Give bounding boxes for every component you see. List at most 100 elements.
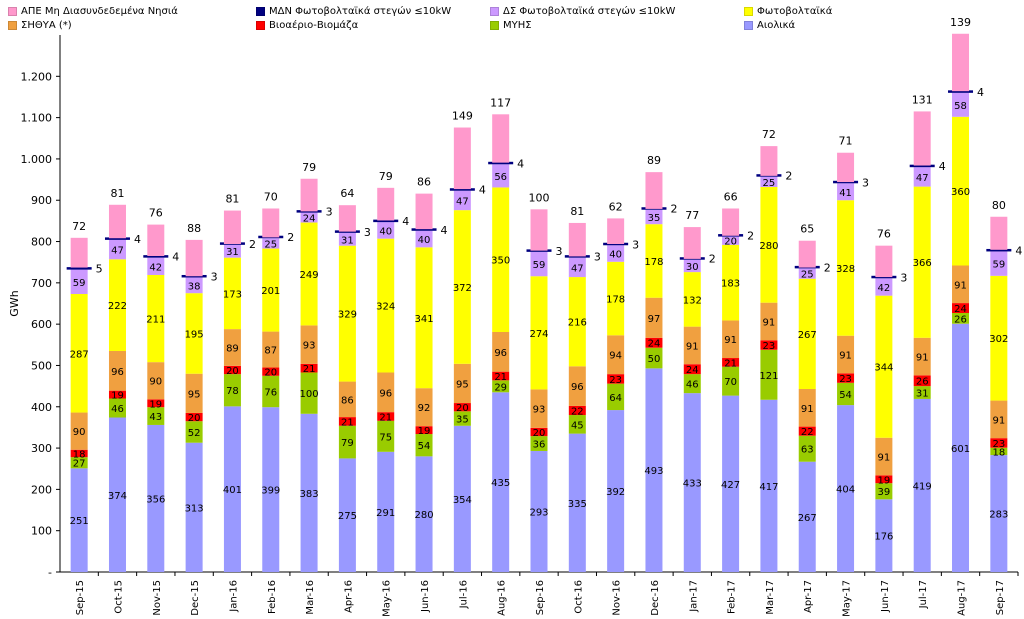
legend-item: ΜΥΗΣ (490, 20, 532, 31)
bar-segment (875, 245, 893, 278)
data-label-mdn: 3 (364, 226, 371, 239)
bar-segment (798, 435, 816, 462)
bar-segment (185, 373, 203, 413)
data-label-mdn: 3 (211, 270, 218, 283)
legend-label: Αιολικά (757, 20, 796, 31)
data-label: 90 (149, 377, 162, 388)
y-axis-label: GWh (8, 290, 21, 316)
data-label: 201 (261, 286, 280, 297)
data-label: 350 (491, 256, 510, 267)
data-label: 30 (686, 262, 699, 273)
bar-segment (990, 447, 1008, 456)
bar-segment (990, 455, 1008, 572)
bar-segment-mdn (411, 228, 437, 231)
bar-segment (990, 251, 1008, 276)
bar-segment (568, 433, 586, 572)
x-tick-label: Apr-16 (343, 580, 354, 613)
data-label-total: 65 (800, 223, 814, 236)
data-label-total: 139 (950, 16, 971, 29)
bar-segment (722, 320, 740, 359)
data-label: 249 (300, 270, 319, 281)
x-tick-label: Dec-16 (650, 580, 661, 616)
data-label: 40 (418, 235, 431, 246)
bar-segment (530, 389, 548, 428)
data-label-total: 76 (877, 228, 891, 241)
data-label: 46 (686, 380, 699, 391)
data-label: 427 (721, 480, 740, 491)
legend-swatch (8, 21, 17, 30)
data-label-mdn: 4 (1015, 244, 1022, 257)
bar-segment (875, 437, 893, 476)
bar-segment (607, 410, 625, 572)
data-label-total: 117 (490, 96, 511, 109)
data-label: 21 (724, 358, 737, 369)
data-label: 96 (111, 367, 124, 378)
data-label: 59 (992, 260, 1005, 271)
data-label: 21 (303, 364, 316, 375)
bar-segment (913, 386, 931, 399)
y-tick-label: 200 (31, 483, 52, 496)
data-label: 417 (759, 482, 778, 493)
bar-segment (952, 303, 970, 314)
bar-segment (913, 186, 931, 338)
bar-segment (377, 238, 395, 373)
bar-segment (70, 449, 88, 458)
bar-segment (453, 363, 471, 404)
bar-segment (492, 392, 510, 572)
data-label-mdn: 2 (785, 170, 792, 183)
data-label-mdn: 4 (172, 251, 179, 264)
bar-segment (683, 393, 701, 572)
data-label-total: 89 (647, 154, 661, 167)
bar-segment (607, 245, 625, 262)
data-label-total: 100 (529, 191, 550, 204)
data-label: 25 (763, 178, 776, 189)
data-label: 79 (341, 438, 354, 449)
data-label: 399 (261, 486, 280, 497)
bar-segment (223, 257, 241, 330)
data-label-mdn: 3 (862, 176, 869, 189)
y-tick-label: 500 (31, 359, 52, 372)
bar-segment (683, 326, 701, 365)
bar-segment (185, 239, 203, 277)
bar-segment (338, 381, 356, 418)
bar-segment (338, 458, 356, 572)
bar-segment (837, 152, 855, 183)
bar-segment (300, 363, 318, 373)
data-label-total: 64 (340, 187, 354, 200)
data-label: 91 (954, 280, 967, 291)
bar-segment (377, 222, 395, 239)
data-label: 91 (878, 453, 891, 464)
x-tick-label: Apr-17 (803, 580, 814, 613)
bar-segment (223, 244, 241, 258)
data-label: 46 (111, 404, 124, 415)
data-label: 18 (992, 447, 1005, 458)
bar-segment (645, 347, 663, 369)
bar-segment (645, 368, 663, 572)
bar-segment (108, 259, 126, 352)
bar-segment (683, 374, 701, 394)
legend-item: Φωτοβολταϊκά (744, 6, 832, 17)
x-tick-label: Jan-17 (688, 580, 699, 613)
data-label-mdn: 4 (441, 224, 448, 237)
y-tick-label: 300 (31, 442, 52, 455)
data-label: 22 (571, 406, 584, 417)
data-label: 173 (223, 289, 242, 300)
data-label: 23 (609, 375, 622, 386)
bar-segment (760, 399, 778, 572)
bar-segment (760, 340, 778, 350)
bar-segment (837, 335, 855, 374)
data-label-total: 70 (264, 190, 278, 203)
bar-segment (990, 438, 1008, 448)
bar-segment (185, 421, 203, 443)
legend-label: ΜΔΝ Φωτοβολταϊκά στεγών ≤10kW (269, 6, 452, 17)
data-label: 433 (683, 479, 702, 490)
bar-segment (377, 420, 395, 452)
data-label-total: 62 (609, 200, 623, 213)
data-label: 75 (379, 432, 392, 443)
bar-segment (990, 275, 1008, 401)
data-label: 64 (609, 393, 622, 404)
data-label: 178 (606, 295, 625, 306)
data-label: 91 (724, 335, 737, 346)
y-tick-label: 1.100 (21, 112, 53, 125)
data-label: 91 (992, 415, 1005, 426)
